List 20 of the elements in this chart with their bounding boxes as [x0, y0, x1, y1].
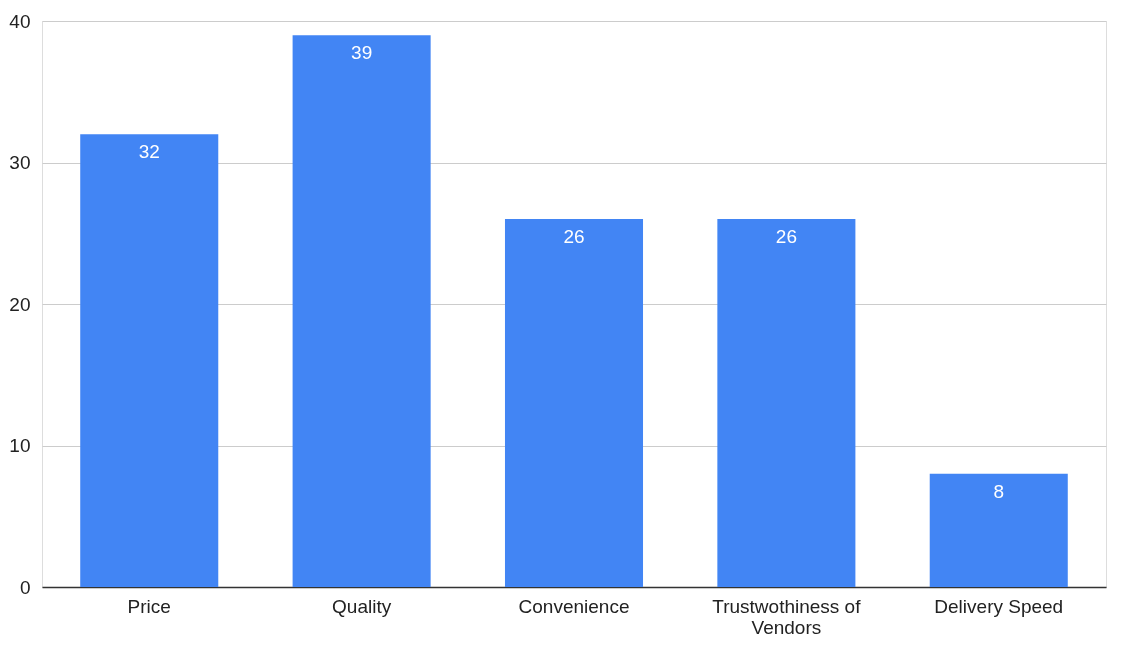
data-label: 32 — [138, 141, 160, 163]
bar — [504, 219, 644, 587]
x-tick-label: Delivery Speed — [934, 595, 1064, 617]
x-tick-label: Convenience — [518, 595, 630, 617]
bar — [717, 219, 856, 587]
data-label: 8 — [993, 480, 1005, 502]
bar — [80, 134, 219, 587]
y-tick-label: 0 — [19, 576, 31, 598]
bar — [292, 35, 431, 587]
y-tick-label: 10 — [9, 435, 31, 456]
bar — [929, 473, 1068, 587]
data-label: 26 — [775, 226, 797, 248]
y-tick-label: 30 — [9, 152, 31, 173]
y-tick-label: 40 — [9, 10, 31, 32]
x-tick-label: Trustwothiness of Vendors — [712, 595, 862, 638]
y-tick-label: 20 — [9, 293, 31, 315]
data-label: 26 — [563, 226, 585, 248]
data-label: 39 — [351, 42, 373, 64]
x-tick-label: Quality — [332, 595, 392, 617]
x-tick-label: Price — [127, 595, 171, 617]
